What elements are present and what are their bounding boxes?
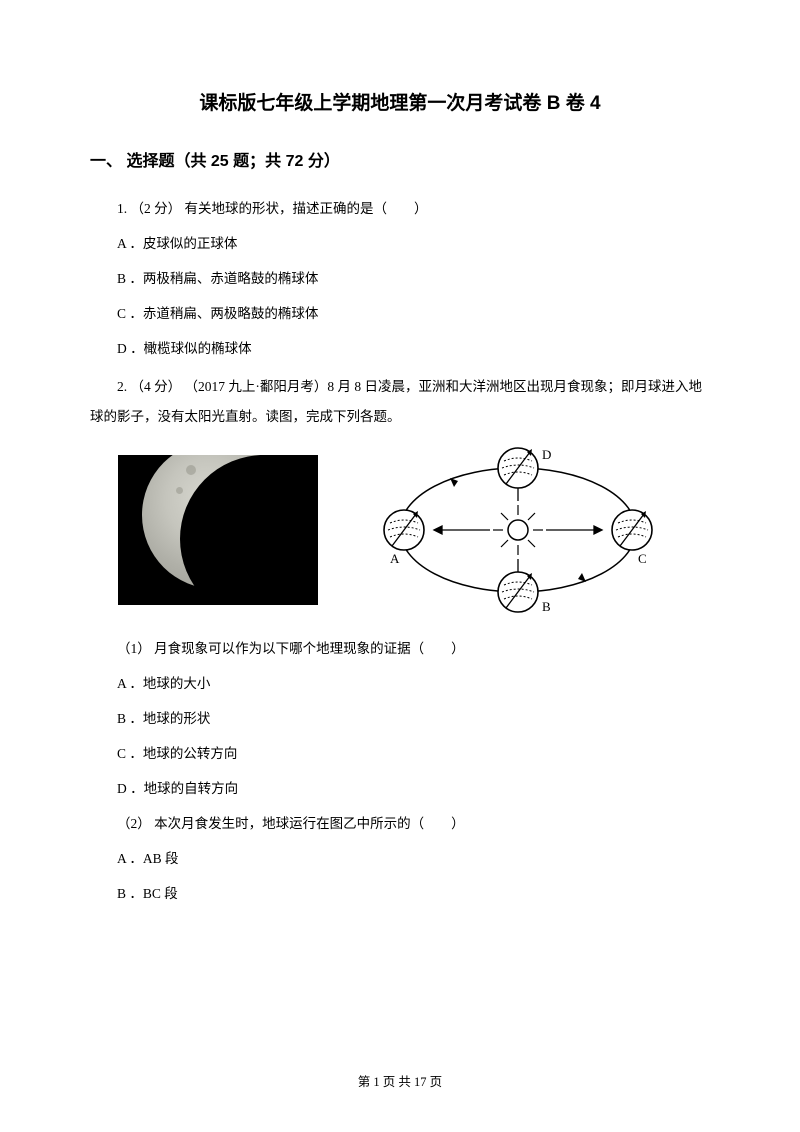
- label-a: A: [390, 551, 400, 566]
- q2-figures: A C D: [118, 445, 710, 615]
- question-1: 1. （2 分） 有关地球的形状，描述正确的是（ ） A ．皮球似的正球体 B …: [90, 195, 710, 362]
- label-d: D: [542, 447, 551, 462]
- q1-stem: 1. （2 分） 有关地球的形状，描述正确的是（ ）: [90, 195, 710, 222]
- q1-option-c: C ．赤道稍扁、两极略鼓的椭球体: [90, 300, 710, 327]
- question-2: 2. （4 分） （2017 九上·鄱阳月考）8 月 8 日凌晨，亚洲和大洋洲地…: [90, 372, 710, 907]
- q1-option-a: A ．皮球似的正球体: [90, 230, 710, 257]
- page-footer: 第 1 页 共 17 页: [0, 1071, 800, 1090]
- globe-c: C: [612, 510, 652, 566]
- globe-a: A: [384, 510, 424, 566]
- q2-sub1-stem: （1） 月食现象可以作为以下哪个地理现象的证据（ ）: [90, 635, 710, 662]
- label-b: B: [542, 599, 551, 614]
- q2-sub2-b: B ．BC 段: [90, 880, 710, 907]
- q2-sub1-c: C ．地球的公转方向: [90, 740, 710, 767]
- q1-option-d: D ．橄榄球似的椭球体: [90, 335, 710, 362]
- moon-photo: [118, 455, 318, 605]
- q2-sub2-stem: （2） 本次月食发生时，地球运行在图乙中所示的（ ）: [90, 810, 710, 837]
- q2-stem: 2. （4 分） （2017 九上·鄱阳月考）8 月 8 日凌晨，亚洲和大洋洲地…: [90, 372, 710, 431]
- q2-sub2-a: A ．AB 段: [90, 845, 710, 872]
- label-c: C: [638, 551, 647, 566]
- q2-sub1-a: A ．地球的大小: [90, 670, 710, 697]
- globe-b: B: [498, 572, 551, 614]
- orbit-diagram: A C D: [378, 445, 658, 615]
- q2-sub1-d: D ．地球的自转方向: [90, 775, 710, 802]
- page-title: 课标版七年级上学期地理第一次月考试卷 B 卷 4: [90, 88, 710, 115]
- q1-option-b: B ．两极稍扁、赤道略鼓的椭球体: [90, 265, 710, 292]
- section-header: 一、 选择题（共 25 题；共 72 分）: [90, 147, 710, 171]
- q2-sub1-b: B ．地球的形状: [90, 705, 710, 732]
- globe-d: D: [498, 447, 551, 488]
